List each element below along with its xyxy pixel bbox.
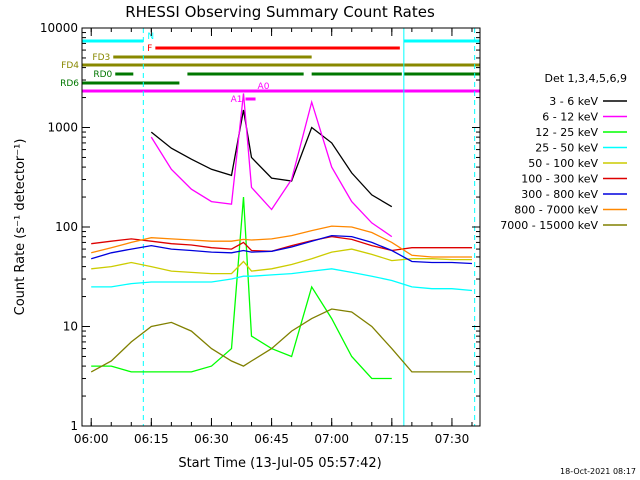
flag-label-a0: A0 (258, 82, 270, 92)
legend-label-300-800-kev: 300 - 800 keV (521, 188, 598, 201)
y-tick-label: 100 (55, 220, 78, 234)
series-layer (90, 93, 473, 380)
y-tick-label: 10 (63, 320, 78, 334)
y-axis-label: Count Rate (s⁻¹ detector⁻¹) (13, 139, 28, 316)
flags-layer: NF FD3 FD4 RD0 RD6 A1 A0 (60, 32, 480, 105)
series-line-50-100-kev (91, 248, 472, 275)
x-tick-label: 06:30 (194, 432, 229, 446)
x-axis-label: Start Time (13-Jul-05 05:57:42) (178, 456, 381, 471)
y-tick-label: 10000 (40, 21, 78, 35)
flag-label-f: F (147, 44, 152, 54)
flag-label-rd6: RD6 (60, 79, 79, 89)
legend-label-7000-15000-kev: 7000 - 15000 keV (500, 219, 598, 232)
flag-label-n: N (147, 32, 154, 42)
chart-title: RHESSI Observing Summary Count Rates (125, 3, 435, 21)
x-tick-label: 07:30 (435, 432, 470, 446)
x-tick-label: 07:00 (314, 432, 349, 446)
x-tick-label: 06:15 (134, 432, 169, 446)
series-line-25-50-kev (91, 268, 473, 292)
series-line-12-25-kev (91, 196, 392, 380)
flag-label-fd4: FD4 (61, 61, 79, 71)
legend-label-800-7000-kev: 800 - 7000 keV (514, 204, 598, 217)
legend-label-25-50-kev: 25 - 50 keV (535, 142, 598, 155)
y-axis: 1 10 100 1000 10000 (40, 21, 480, 433)
legend-label-3-6-kev: 3 - 6 keV (549, 95, 598, 108)
legend-label-100-300-kev: 100 - 300 keV (521, 173, 598, 186)
legend-label-12-25-kev: 12 - 25 keV (535, 126, 598, 139)
flag-label-rd0: RD0 (93, 70, 112, 80)
x-tick-label: 06:45 (254, 432, 289, 446)
series-line-800-7000-kev (91, 225, 472, 258)
legend-label-6-12-kev: 6 - 12 keV (542, 111, 598, 124)
x-axis: 06:00 06:15 06:30 06:45 07:00 07:15 07:30 (74, 28, 473, 446)
series-line-300-800-kev (91, 234, 473, 265)
flag-label-fd3: FD3 (92, 53, 110, 63)
series-line-6-12-kev (150, 93, 393, 238)
series-line-3-6-kev (150, 109, 393, 208)
x-tick-label: 06:00 (74, 432, 109, 446)
legend-title: Det 1,3,4,5,6,9 (544, 72, 627, 85)
y-tick-label: 1 (70, 419, 78, 433)
footer-timestamp: 18-Oct-2021 08:17 (560, 467, 636, 476)
flag-label-a1: A1 (231, 95, 243, 105)
y-tick-label: 1000 (47, 121, 78, 135)
legend-label-50-100-kev: 50 - 100 keV (528, 157, 598, 170)
series-line-7000-15000-kev (90, 308, 472, 373)
x-tick-label: 07:15 (375, 432, 410, 446)
legend: 3 - 6 keV 6 - 12 keV 12 - 25 keV 25 - 50 ke… (500, 95, 627, 232)
